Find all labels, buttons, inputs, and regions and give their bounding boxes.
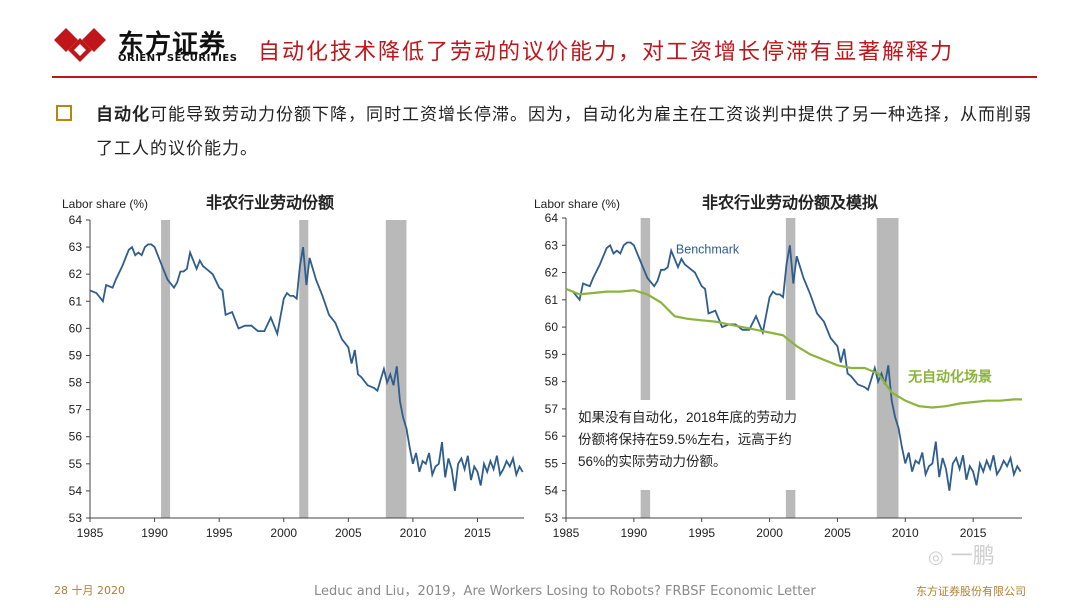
x-tick-label: 1990 [621,526,648,540]
x-tick-label: 2010 [892,526,919,540]
y-axis-label: Labor share (%) [62,197,148,211]
y-tick-label: 56 [69,430,83,444]
x-tick-label: 2010 [400,526,427,540]
chart-title: 非农行业劳动份额及模拟 [702,193,878,212]
y-tick-label: 64 [69,213,83,227]
slide-title: 自动化技术降低了劳动的议价能力，对工资增长停滞有显著解释力 [258,40,955,65]
recession-bar [785,218,796,518]
recession-bar [640,218,651,518]
orient-logo-icon [54,28,106,62]
annotation-line: 如果没有自动化，2018年底的劳动力 [578,410,797,425]
brand-name-cn: 东方证券 [118,30,227,60]
footer-company: 东方证券股份有限公司 [916,585,1026,598]
x-tick-label: 2015 [464,526,491,540]
y-tick-label: 56 [545,429,559,443]
y-tick-label: 54 [69,484,83,498]
recession-bar [299,220,309,518]
slide-header: 东方证券 ORIENT SECURITIES 自动化技术降低了劳动的议价能力，对… [0,0,1080,80]
y-axis-label: Labor share (%) [534,197,620,211]
x-tick-label: 2005 [335,526,362,540]
chart-title: 非农行业劳动份额 [206,193,334,212]
x-tick-label: 2000 [270,526,297,540]
chart-labor-share-simulation: 53 54 55 56 57 58 59 60 61 62 63 64 1985 1990 1995 2000… [534,193,1022,540]
brand-name-en: ORIENT SECURITIES [118,53,238,64]
x-tick-label: 2005 [824,526,851,540]
y-tick-label: 53 [545,511,559,525]
legend-no-automation: 无自动化场景 [907,369,992,385]
y-tick-label: 63 [69,240,83,254]
y-tick-label: 57 [69,403,83,417]
annotation-text: 如果没有自动化，2018年底的劳动力份额将保持在59.5%左右，远高于约 56%的… [578,410,797,469]
annotation-line: 56%的实际劳动力份额。 [578,454,727,469]
footer-date: 28 十月 2020 [54,584,125,597]
bullet-body: 可能导致劳动力份额下降，同时工资增长停滞。因为，自动化为雇主在工资谈判中提供了另… [96,105,1032,159]
y-tick-label: 60 [69,321,83,335]
annotation-line: 份额将保持在59.5%左右，远高于约 [578,431,792,447]
series-line-benchmark [565,241,1022,491]
y-tick-label: 57 [545,402,559,416]
x-tick-label: 1995 [206,526,233,540]
chart-labor-share: 53 54 55 56 57 58 59 60 61 62 63 64 1985 1990 1995 2000… [62,193,524,540]
y-tick-label: 59 [69,348,83,362]
y-tick-label: 62 [545,266,559,280]
series-line-benchmark [89,243,524,492]
title-divider [52,76,1037,78]
legend-benchmark: Benchmark [676,242,740,256]
x-tick-label: 1990 [141,526,168,540]
x-tick-label: 2015 [960,526,987,540]
wechat-icon: ◎ [928,547,944,568]
y-tick-label: 63 [545,238,559,252]
watermark: ◎ 一鹏 [928,538,995,570]
y-tick-label: 58 [69,376,83,390]
y-tick-label: 54 [545,484,559,498]
y-tick-label: 55 [545,456,559,470]
annotation-box [568,400,868,490]
y-tick-label: 64 [545,211,559,225]
y-tick-label: 61 [545,293,559,307]
y-tick-label: 61 [69,294,83,308]
footer-source: Leduc and Liu，2019，Are Workers Losing to… [314,584,816,599]
recession-bar [161,220,171,518]
y-tick-label: 60 [545,320,559,334]
x-tick-label: 2000 [756,526,783,540]
x-tick-label: 1995 [688,526,715,540]
bullet-square-icon [56,105,72,121]
series-line-no-automation [565,287,1022,409]
y-tick-label: 53 [69,511,83,525]
y-tick-label: 62 [69,267,83,281]
x-tick-label: 1985 [553,526,580,540]
bullet-text: 自动化可能导致劳动力份额下降，同时工资增长停滞。因为，自动化为雇主在工资谈判中提… [96,98,1046,166]
x-tick-label: 1985 [77,526,104,540]
bullet-bold-lead: 自动化 [96,105,150,125]
y-tick-label: 55 [69,457,83,471]
watermark-text: 一鹏 [950,544,995,569]
y-tick-label: 59 [545,347,559,361]
y-tick-label: 58 [545,375,559,389]
